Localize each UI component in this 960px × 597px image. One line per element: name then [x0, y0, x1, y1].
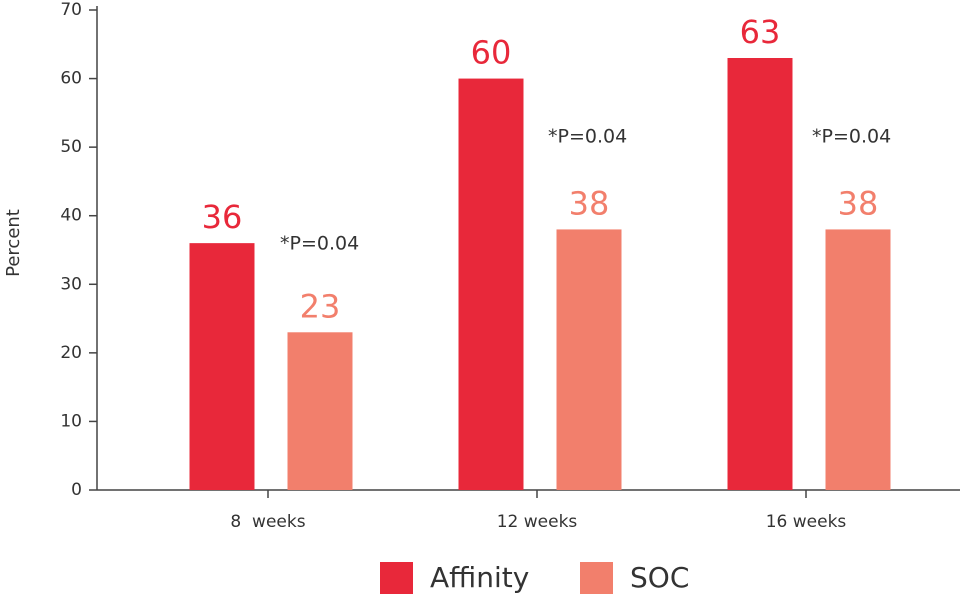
value-label: 60 — [471, 34, 512, 72]
y-tick-label: 40 — [60, 206, 82, 226]
legend-label: SOC — [630, 561, 689, 594]
bar — [825, 229, 891, 490]
bar — [287, 332, 353, 490]
y-axis-label: Percent — [3, 209, 24, 277]
value-label: 38 — [569, 184, 610, 222]
x-tick-label: 12 weeks — [497, 512, 578, 532]
legend-swatch — [380, 562, 413, 594]
value-label: 36 — [202, 198, 243, 236]
y-tick-label: 20 — [60, 343, 82, 363]
y-tick-label: 0 — [71, 480, 82, 500]
y-tick-label: 50 — [60, 137, 82, 157]
bar — [458, 78, 524, 491]
y-tick-label: 10 — [60, 411, 82, 431]
legend-label: Affinity — [430, 561, 529, 594]
bar — [189, 243, 255, 490]
legend-swatch — [580, 562, 613, 594]
value-label: 63 — [740, 13, 781, 51]
bar — [556, 229, 622, 490]
annotation: *P=0.04 — [548, 126, 627, 148]
annotation: *P=0.04 — [812, 126, 891, 148]
value-label: 23 — [300, 287, 341, 325]
y-tick-label: 60 — [60, 69, 82, 89]
x-tick-label: 8 weeks — [230, 512, 305, 532]
x-tick-label: 16 weeks — [766, 512, 847, 532]
bar — [727, 58, 793, 490]
y-tick-label: 70 — [60, 0, 82, 20]
y-tick-label: 30 — [60, 274, 82, 294]
annotation: *P=0.04 — [280, 233, 359, 255]
value-label: 38 — [838, 184, 879, 222]
